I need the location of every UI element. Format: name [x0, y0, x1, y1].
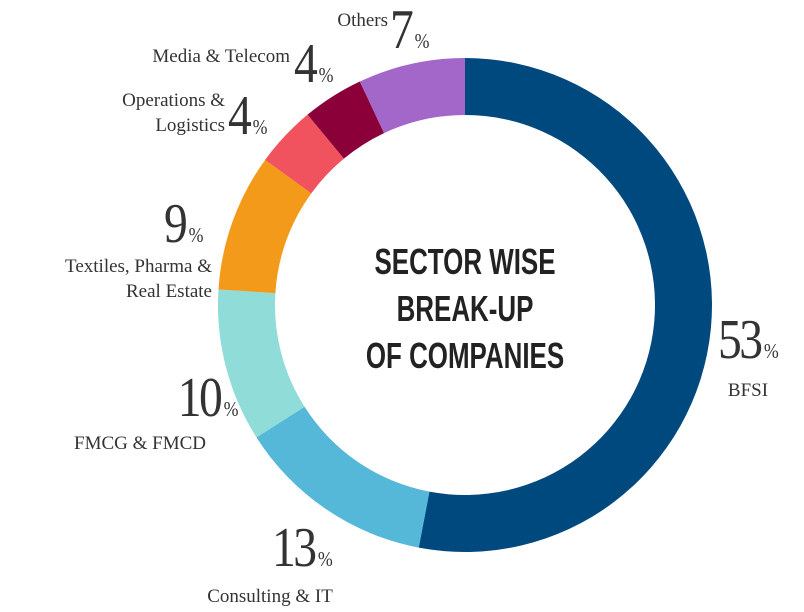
value-label: 4%: [294, 36, 334, 103]
value-number: 4: [294, 33, 318, 95]
value-label: 13%: [272, 520, 333, 587]
donut-segment: [256, 406, 430, 548]
value-unit: %: [318, 63, 334, 87]
value-label: 7%: [390, 2, 430, 69]
title-line: OF COMPANIES: [365, 335, 565, 376]
donut-segment: [359, 58, 465, 134]
donut-segment: [218, 289, 305, 438]
value-label: 9%: [164, 196, 204, 263]
value-unit: %: [188, 223, 204, 247]
value-number: 7: [390, 0, 414, 61]
value-number: 53: [718, 309, 763, 371]
value-unit: %: [317, 547, 333, 571]
value-number: 10: [177, 367, 222, 429]
donut-segment: [265, 114, 344, 194]
category-label: Operations & Logistics: [122, 90, 225, 136]
value-unit: %: [252, 115, 268, 139]
donut-segment: [218, 159, 312, 294]
value-number: 4: [228, 85, 252, 147]
category-label: Textiles, Pharma & Real Estate: [65, 256, 212, 302]
value-unit: %: [414, 29, 430, 53]
category-label: BFSI: [727, 380, 769, 401]
value-unit: %: [763, 339, 779, 363]
category-label: Others: [337, 10, 388, 31]
value-label: 10%: [177, 370, 238, 437]
value-number: 9: [164, 193, 188, 255]
title-line: BREAK-UP: [396, 288, 534, 329]
donut-segment: [418, 58, 712, 552]
value-label: 4%: [228, 88, 268, 155]
title-line: SECTOR WISE: [374, 241, 556, 282]
donut-segment: [307, 81, 385, 159]
chart-title: SECTOR WISE BREAK-UP OF COMPANIES: [315, 238, 615, 379]
category-label: FMCG & FMCD: [74, 433, 206, 454]
value-unit: %: [223, 397, 238, 421]
category-label: Media & Telecom: [152, 46, 290, 67]
value-number: 13: [272, 517, 317, 579]
category-label: Consulting & IT: [207, 586, 333, 607]
value-label: 53%: [718, 312, 779, 379]
